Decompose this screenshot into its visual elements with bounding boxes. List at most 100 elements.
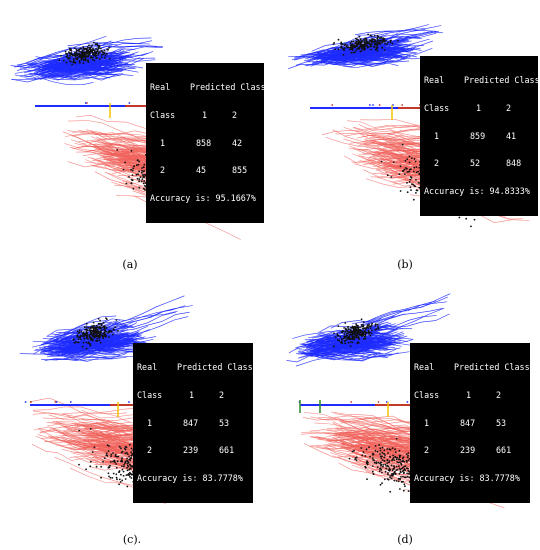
class2-point: [402, 475, 404, 478]
class1-tail-curve: [358, 308, 443, 339]
class1-point: [99, 322, 101, 325]
cm-col2: 2: [232, 110, 238, 121]
class2-point: [109, 464, 111, 467]
class1-tail-curve: [67, 37, 152, 47]
class2-point: [141, 167, 143, 169]
class2-point: [138, 180, 141, 183]
class1-curve: [19, 344, 91, 355]
class2-point: [408, 161, 411, 164]
class1-point: [352, 332, 355, 334]
class1-point: [87, 342, 90, 345]
class1-point: [97, 330, 99, 333]
class1-point: [97, 318, 100, 320]
class2-point: [122, 470, 125, 473]
class1-point: [82, 58, 85, 61]
class2-point: [126, 466, 128, 469]
class2-point: [129, 475, 131, 478]
class1-point: [336, 339, 339, 341]
class1-point: [343, 333, 346, 335]
class1-point: [378, 37, 381, 39]
class2-point: [386, 448, 389, 450]
class1-curve: [55, 343, 128, 355]
class1-point: [336, 334, 339, 337]
class1-point: [91, 51, 94, 54]
class2-point: [403, 465, 406, 468]
class1-point: [350, 51, 353, 54]
class1-point: [375, 328, 378, 331]
class2-point: [106, 444, 109, 446]
class2-point: [381, 459, 384, 461]
class2-point: [126, 459, 129, 462]
class2-point: [406, 182, 408, 184]
class1-point: [97, 335, 100, 338]
class2-point: [130, 168, 132, 171]
class2-point: [120, 459, 123, 461]
class2-point: [125, 182, 128, 185]
class1-point: [84, 55, 87, 58]
class1-point: [349, 331, 352, 334]
class1-point: [351, 341, 354, 344]
class1-point: [389, 41, 392, 44]
cm-col1: 1: [476, 103, 482, 114]
projection-outlier: [84, 102, 87, 104]
class1-point: [351, 43, 353, 46]
class1-point: [351, 337, 354, 339]
projection-outlier: [128, 102, 131, 104]
class2-curve: [67, 130, 160, 144]
class2-point: [131, 169, 134, 172]
class1-tail-curve: [91, 311, 176, 342]
class1-point: [64, 50, 67, 53]
class2-point: [383, 478, 386, 481]
class1-point: [355, 335, 357, 338]
class1-point: [345, 328, 348, 331]
class1-point: [104, 55, 107, 57]
class1-point: [350, 40, 353, 43]
class2-point: [400, 462, 402, 465]
class1-point: [358, 35, 361, 38]
class1-point: [100, 56, 103, 59]
cm-header-right: Predicted Class: [190, 82, 266, 93]
panel-d: Real Predicted Class Class 1 2 1 847 53 2 239 6…: [270, 275, 540, 550]
class2-point: [123, 465, 125, 468]
class1-point: [72, 61, 74, 64]
class2-point: [391, 472, 393, 475]
class1-point: [78, 331, 81, 334]
class2-point: [85, 468, 87, 471]
class2-point: [123, 464, 125, 466]
panel-b: Real Predicted Class Class 1 2 1 859 41 2 52 84…: [270, 0, 540, 275]
cm-header-left: Real: [424, 75, 445, 86]
class1-points: [332, 33, 399, 56]
class2-point: [406, 472, 408, 475]
class1-point: [369, 34, 372, 37]
class2-point: [384, 463, 387, 466]
class1-point: [360, 50, 363, 52]
cm-sub-left: Class: [414, 390, 440, 401]
class1-point: [353, 44, 356, 47]
class2-curve: [346, 120, 436, 132]
cm-header-right: Predicted Class: [177, 362, 253, 373]
cm-cell: 848: [506, 158, 522, 169]
cm-col1: 1: [466, 390, 472, 401]
cm-sub-left: Class: [424, 103, 450, 114]
class1-point: [344, 342, 346, 345]
class1-point: [87, 49, 89, 52]
class2-point: [124, 461, 127, 463]
class1-point: [373, 41, 376, 44]
class1-point: [97, 47, 100, 50]
class1-point: [92, 328, 95, 331]
class2-point: [128, 468, 131, 471]
class2-point: [372, 452, 374, 455]
class2-point: [118, 471, 121, 473]
class1-point: [373, 34, 376, 37]
class1-point: [105, 335, 108, 338]
class1-point: [68, 47, 71, 50]
class1-point: [71, 55, 74, 57]
class1-point: [345, 45, 348, 48]
class1-point: [82, 62, 85, 64]
class2-curve: [333, 421, 420, 433]
class1-point: [359, 38, 362, 40]
class1-curve: [44, 353, 118, 362]
class1-point: [112, 333, 114, 336]
class2-point: [399, 165, 402, 168]
class2-point: [383, 452, 385, 455]
